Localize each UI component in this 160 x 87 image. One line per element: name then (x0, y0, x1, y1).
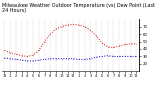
Text: Milwaukee Weather Outdoor Temperature (vs) Dew Point (Last 24 Hours): Milwaukee Weather Outdoor Temperature (v… (2, 3, 155, 13)
